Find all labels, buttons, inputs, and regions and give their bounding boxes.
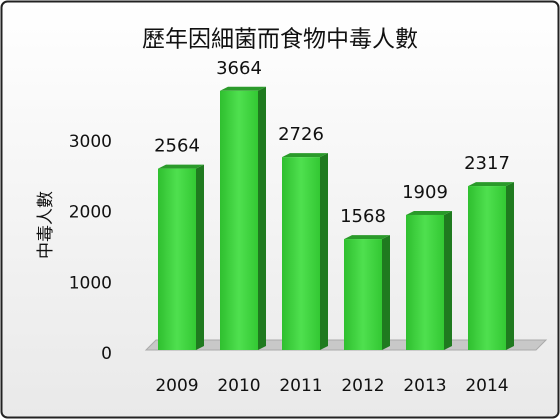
value-label: 2726 — [278, 124, 324, 145]
x-tick-label: 2010 — [217, 376, 260, 396]
bar-top — [468, 182, 514, 187]
bar — [468, 186, 506, 350]
x-tick-label: 2013 — [403, 376, 446, 396]
bar — [158, 168, 196, 350]
value-label: 1909 — [402, 182, 448, 203]
bar-top — [282, 153, 328, 158]
x-tick-label: 2014 — [465, 376, 508, 396]
bar — [406, 214, 444, 350]
bar-side — [196, 164, 204, 350]
value-label: 2317 — [464, 153, 510, 174]
bar-top — [406, 210, 452, 215]
bar — [282, 157, 320, 350]
x-tick-label: 2011 — [279, 376, 322, 396]
y-axis-title: 中毒人數 — [36, 191, 56, 259]
bar-side — [320, 153, 328, 350]
bar-top — [220, 86, 266, 91]
value-label: 3664 — [216, 58, 262, 79]
y-tick-label: 1000 — [69, 273, 112, 293]
chart-title: 歷年因細菌而食物中毒人數 — [142, 27, 418, 53]
bar-side — [258, 86, 266, 350]
bar-side — [444, 210, 452, 350]
value-label: 2564 — [154, 136, 200, 157]
bar — [220, 90, 258, 350]
y-tick-label: 0 — [101, 344, 112, 364]
bar-top — [158, 164, 204, 169]
value-label: 1568 — [340, 206, 386, 227]
bar-side — [506, 182, 514, 350]
y-tick-label: 2000 — [69, 203, 112, 223]
x-tick-label: 2012 — [341, 376, 384, 396]
x-tick-label: 2009 — [155, 376, 198, 396]
y-tick-label: 3000 — [69, 132, 112, 152]
bar-top — [344, 235, 390, 240]
bar-side — [382, 235, 390, 350]
bar — [344, 239, 382, 350]
